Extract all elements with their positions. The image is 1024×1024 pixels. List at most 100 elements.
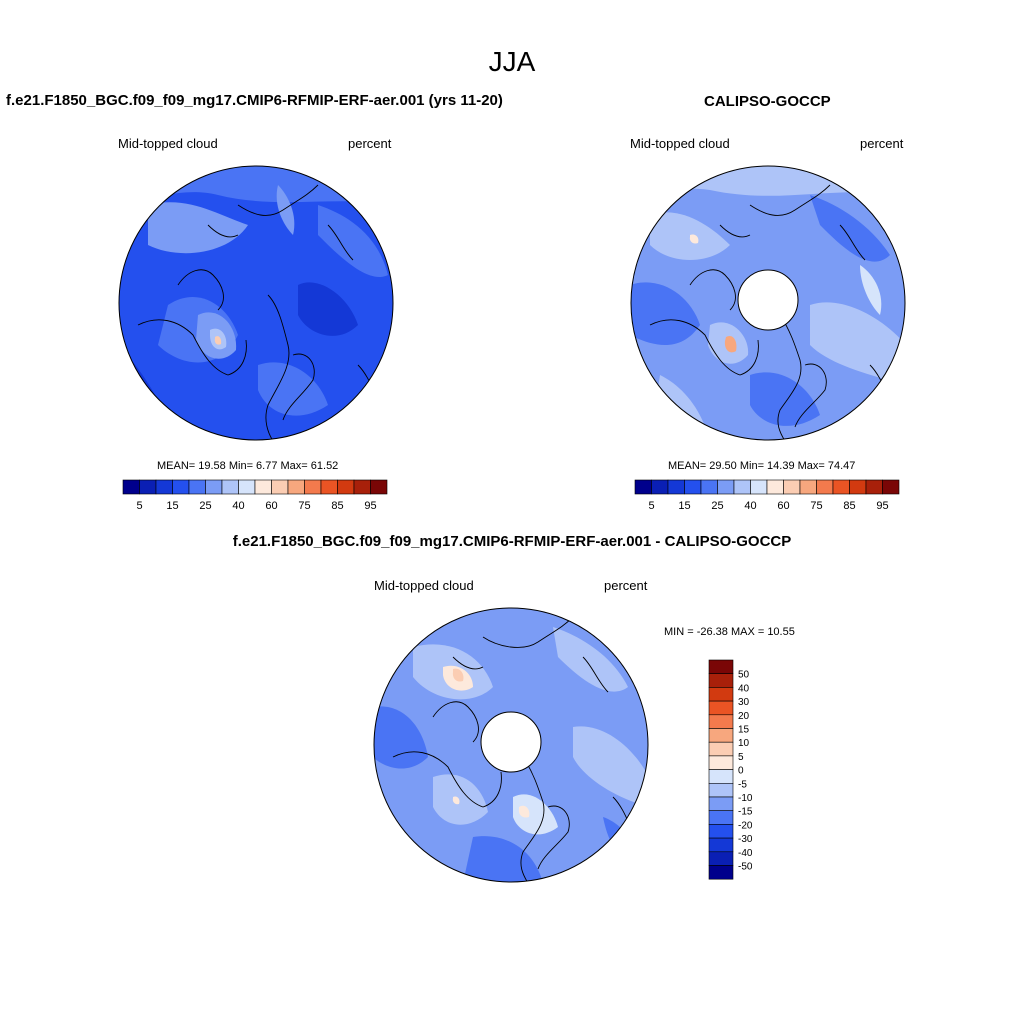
diff-polar-map bbox=[373, 607, 649, 883]
model-colorbar-box bbox=[320, 479, 338, 495]
model-colorbar-box bbox=[304, 479, 322, 495]
model-colorbar: 5 15 25 40 60 75 85 95 bbox=[122, 479, 388, 512]
diff-colorbar-box bbox=[708, 741, 734, 757]
diff-colorbar-tick-label: 40 bbox=[738, 683, 750, 694]
obs-colorbar-box bbox=[634, 479, 652, 495]
diff-colorbar-box bbox=[708, 810, 734, 825]
obs-colorbar-box bbox=[651, 479, 669, 495]
model-colorbar-box bbox=[271, 479, 289, 495]
model-colorbar-box bbox=[155, 479, 173, 495]
obs-colorbar-box bbox=[667, 479, 685, 495]
diff-colorbar-tick-label: -20 bbox=[738, 820, 753, 831]
model-colorbar-box bbox=[337, 479, 355, 495]
model-colorbar-tick-label: 95 bbox=[364, 500, 376, 512]
diff-colorbar-tick-label: -5 bbox=[738, 779, 747, 790]
model-colorbar-box bbox=[238, 479, 256, 495]
obs-colorbar-box bbox=[799, 479, 817, 495]
diff-colorbar-box bbox=[708, 755, 734, 770]
obs-colorbar-tick-label: 75 bbox=[810, 500, 822, 512]
diff-colorbar-box bbox=[708, 865, 734, 880]
model-units-label: percent bbox=[348, 136, 392, 151]
obs-colorbar-box bbox=[865, 479, 883, 495]
figure-title: JJA bbox=[488, 46, 536, 77]
obs-stats: MEAN= 29.50 Min= 14.39 Max= 74.47 bbox=[668, 460, 856, 472]
diff-panel-title: f.e21.F1850_BGC.f09_f09_mg17.CMIP6-RFMIP… bbox=[232, 533, 792, 550]
obs-colorbar-box bbox=[750, 479, 768, 495]
diff-colorbar-box bbox=[708, 824, 734, 839]
diff-stats: MIN = -26.38 MAX = 10.55 bbox=[664, 626, 795, 638]
diff-colorbar-tick-label: -10 bbox=[738, 793, 753, 804]
diff-colorbar-box bbox=[708, 659, 734, 674]
model-colorbar-box bbox=[254, 479, 272, 495]
diff-colorbar-box bbox=[708, 728, 734, 743]
model-colorbar-box bbox=[353, 479, 371, 495]
model-colorbar-tick-label: 40 bbox=[232, 500, 244, 512]
obs-colorbar-box bbox=[816, 479, 834, 495]
obs-variable-label: Mid-topped cloud bbox=[630, 136, 730, 151]
model-colorbar-tick-label: 5 bbox=[136, 500, 142, 512]
diff-colorbar-tick-label: 20 bbox=[738, 711, 750, 722]
obs-colorbar-tick-label: 60 bbox=[777, 500, 789, 512]
model-panel-title: f.e21.F1850_BGC.f09_f09_mg17.CMIP6-RFMIP… bbox=[6, 92, 503, 109]
obs-colorbar-tick-label: 5 bbox=[648, 500, 654, 512]
obs-colorbar-tick-label: 95 bbox=[876, 500, 888, 512]
obs-colorbar-tick-label: 15 bbox=[678, 500, 690, 512]
obs-colorbar-box bbox=[882, 479, 900, 495]
diff-colorbar-tick-label: 10 bbox=[738, 738, 750, 749]
diff-colorbar-box bbox=[708, 769, 734, 784]
model-colorbar-box bbox=[221, 479, 239, 495]
model-colorbar-box bbox=[287, 479, 305, 495]
diff-colorbar-tick-label: 50 bbox=[738, 670, 750, 681]
diff-colorbar-tick-label: 30 bbox=[738, 697, 750, 708]
obs-colorbar-box bbox=[717, 479, 735, 495]
diff-colorbar-box bbox=[708, 714, 734, 729]
diff-colorbar-box bbox=[708, 673, 734, 688]
diff-colorbar-box bbox=[708, 837, 734, 853]
diff-colorbar-tick-label: -50 bbox=[738, 862, 753, 873]
obs-panel-title: CALIPSO-GOCCP bbox=[704, 93, 831, 110]
diff-colorbar-box bbox=[708, 700, 734, 716]
diff-colorbar-tick-label: 15 bbox=[738, 725, 750, 736]
diff-colorbar-tick-label: 0 bbox=[738, 766, 744, 777]
model-colorbar-box bbox=[122, 479, 140, 495]
diff-colorbar-tick-label: -15 bbox=[738, 807, 753, 818]
model-colorbar-box bbox=[188, 479, 206, 495]
diff-colorbar-tick-label: -40 bbox=[738, 848, 753, 859]
diff-polar-gap bbox=[480, 711, 542, 773]
model-colorbar-tick-label: 85 bbox=[331, 500, 343, 512]
diff-colorbar-tick-label: -30 bbox=[738, 834, 753, 845]
obs-colorbar-box bbox=[684, 479, 702, 495]
model-variable-label: Mid-topped cloud bbox=[118, 136, 218, 151]
obs-colorbar-box bbox=[783, 479, 801, 495]
obs-colorbar-box bbox=[700, 479, 718, 495]
diff-units-label: percent bbox=[604, 578, 648, 593]
diff-colorbar-box bbox=[708, 687, 734, 702]
obs-units-label: percent bbox=[860, 136, 904, 151]
model-colorbar-box bbox=[172, 479, 190, 495]
model-stats: MEAN= 19.58 Min= 6.77 Max= 61.52 bbox=[157, 460, 339, 472]
model-colorbar-tick-label: 15 bbox=[166, 500, 178, 512]
obs-colorbar-box bbox=[849, 479, 867, 495]
diff-colorbar-box bbox=[708, 796, 734, 811]
obs-colorbar: 5 15 25 40 60 75 85 95 bbox=[634, 479, 900, 512]
obs-colorbar-box bbox=[733, 479, 751, 495]
obs-colorbar-box bbox=[832, 479, 850, 495]
obs-polar-gap bbox=[737, 269, 799, 331]
obs-polar-map bbox=[630, 165, 906, 441]
obs-colorbar-tick-label: 85 bbox=[843, 500, 855, 512]
model-colorbar-box bbox=[205, 479, 223, 495]
diff-colorbar-box bbox=[708, 783, 734, 798]
model-polar-map bbox=[118, 165, 394, 441]
model-colorbar-tick-label: 25 bbox=[199, 500, 211, 512]
model-colorbar-tick-label: 75 bbox=[298, 500, 310, 512]
model-colorbar-tick-label: 60 bbox=[265, 500, 277, 512]
diff-colorbar-box bbox=[708, 851, 734, 866]
obs-colorbar-box bbox=[766, 479, 784, 495]
model-colorbar-box bbox=[370, 479, 388, 495]
diff-variable-label: Mid-topped cloud bbox=[374, 578, 474, 593]
model-colorbar-box bbox=[139, 479, 157, 495]
diff-colorbar-tick-label: 5 bbox=[738, 752, 744, 763]
obs-colorbar-tick-label: 40 bbox=[744, 500, 756, 512]
obs-colorbar-tick-label: 25 bbox=[711, 500, 723, 512]
